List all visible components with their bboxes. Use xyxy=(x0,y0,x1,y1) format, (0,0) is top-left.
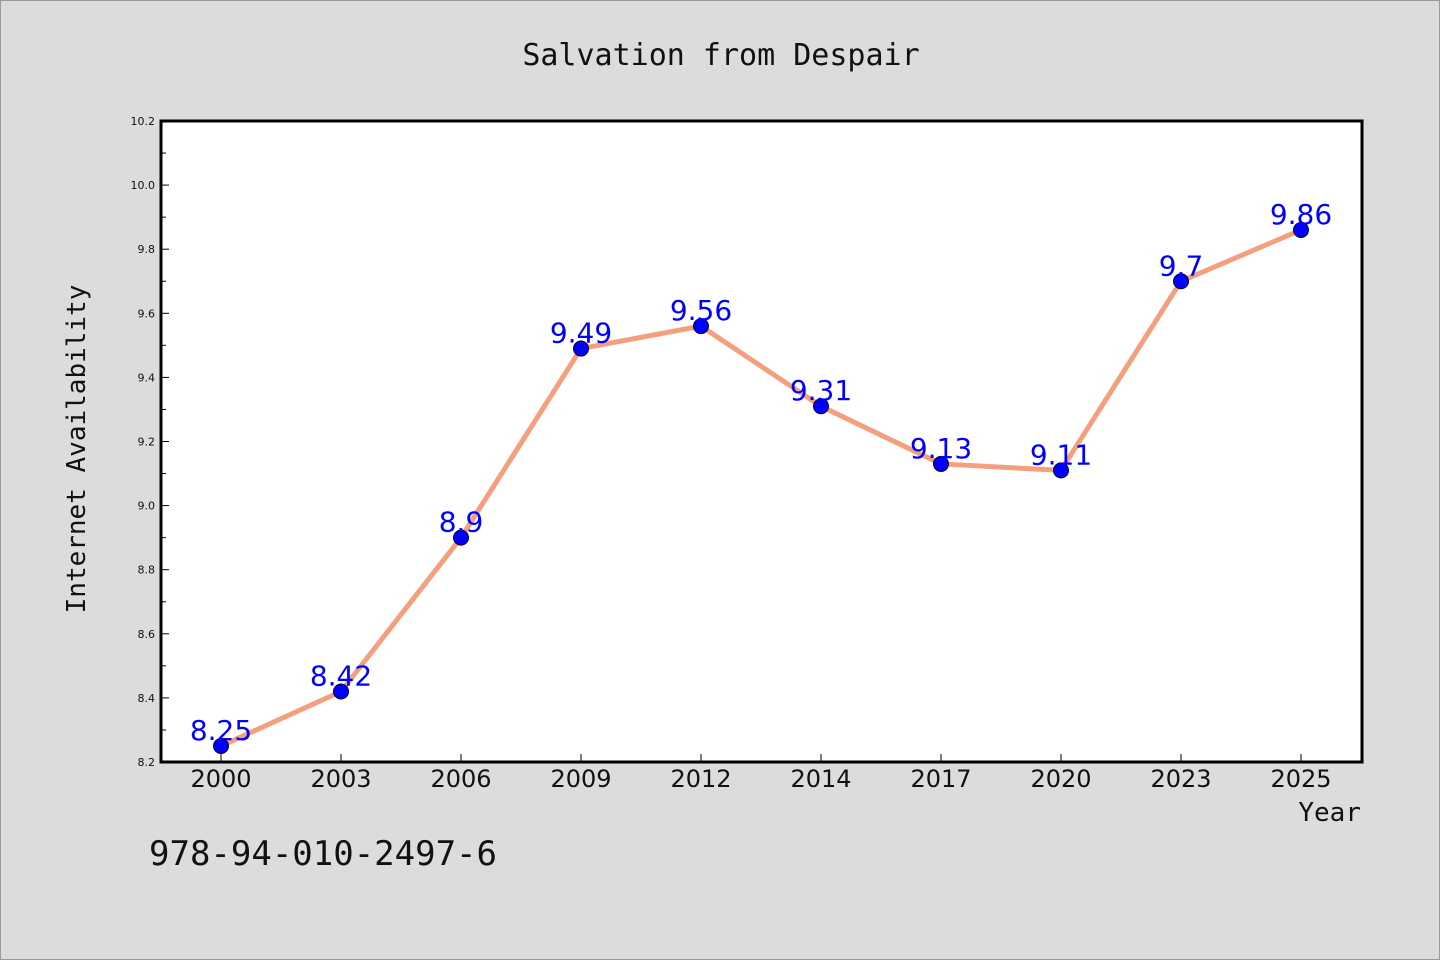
data-point xyxy=(1293,221,1309,238)
chart-title: Salvation from Despair xyxy=(522,38,919,73)
data-label: 9.49 xyxy=(550,317,612,350)
x-tick-label: 2012 xyxy=(670,765,731,793)
data-point xyxy=(933,455,949,472)
y-tick-label: 8.6 xyxy=(138,628,156,641)
data-point xyxy=(213,737,229,754)
isbn-label: 978-94-010-2497-6 xyxy=(149,834,497,874)
x-tick-label: 2000 xyxy=(190,765,251,793)
x-tick-label: 2025 xyxy=(1270,765,1331,793)
x-tick-label: 2023 xyxy=(1150,765,1211,793)
x-tick-label: 2003 xyxy=(310,765,371,793)
data-point xyxy=(813,398,829,415)
y-tick-label: 9.2 xyxy=(138,436,156,449)
data-label: 8.42 xyxy=(310,659,372,692)
plot-area xyxy=(159,119,1364,764)
series-line xyxy=(218,227,1304,749)
data-label: 9.86 xyxy=(1270,198,1332,231)
data-point xyxy=(453,529,469,546)
y-axis-title: Internet Availability xyxy=(62,285,92,614)
data-label: 8.9 xyxy=(439,506,484,539)
x-tick-label: 2020 xyxy=(1030,765,1091,793)
y-tick-label: 9.0 xyxy=(138,500,156,513)
y-tick-label: 10.0 xyxy=(131,179,156,192)
data-label: 9.56 xyxy=(670,294,732,327)
data-point xyxy=(573,340,589,357)
series-group: 8.25 8.42 8.9 9.49 9.56 9.31 9.13 9.11 9.7 9.86 xyxy=(190,198,1332,754)
data-label: 9.31 xyxy=(790,374,852,407)
y-tick-label: 9.4 xyxy=(138,371,156,384)
data-point xyxy=(1053,462,1069,479)
data-label: 8.25 xyxy=(190,714,252,747)
x-axis-title: Year xyxy=(1298,798,1361,828)
y-tick-label: 8.4 xyxy=(138,692,156,705)
x-tick-label: 2006 xyxy=(430,765,491,793)
y-tick-label: 9.6 xyxy=(138,307,156,320)
x-tick-label: 2014 xyxy=(790,765,851,793)
y-tick-label: 8.2 xyxy=(138,756,156,769)
x-tick-label: 2017 xyxy=(910,765,971,793)
y-axis: 8.2 8.4 8.6 8.8 9.0 9.2 9.4 9.6 9.8 10.0 10.2 xyxy=(131,115,169,769)
x-axis: 2000 2003 2006 2009 2012 2014 2017 2020 2023 2025 xyxy=(190,754,1332,793)
data-label: 9.13 xyxy=(910,432,972,465)
data-label: 9.7 xyxy=(1159,249,1204,282)
y-tick-label: 10.2 xyxy=(131,115,156,128)
y-tick-label: 9.8 xyxy=(138,243,156,256)
y-tick-label: 8.8 xyxy=(138,564,156,577)
data-point xyxy=(333,683,349,700)
data-point xyxy=(693,318,709,335)
x-tick-label: 2009 xyxy=(550,765,611,793)
data-point xyxy=(1173,273,1189,290)
data-label: 9.11 xyxy=(1030,438,1092,471)
